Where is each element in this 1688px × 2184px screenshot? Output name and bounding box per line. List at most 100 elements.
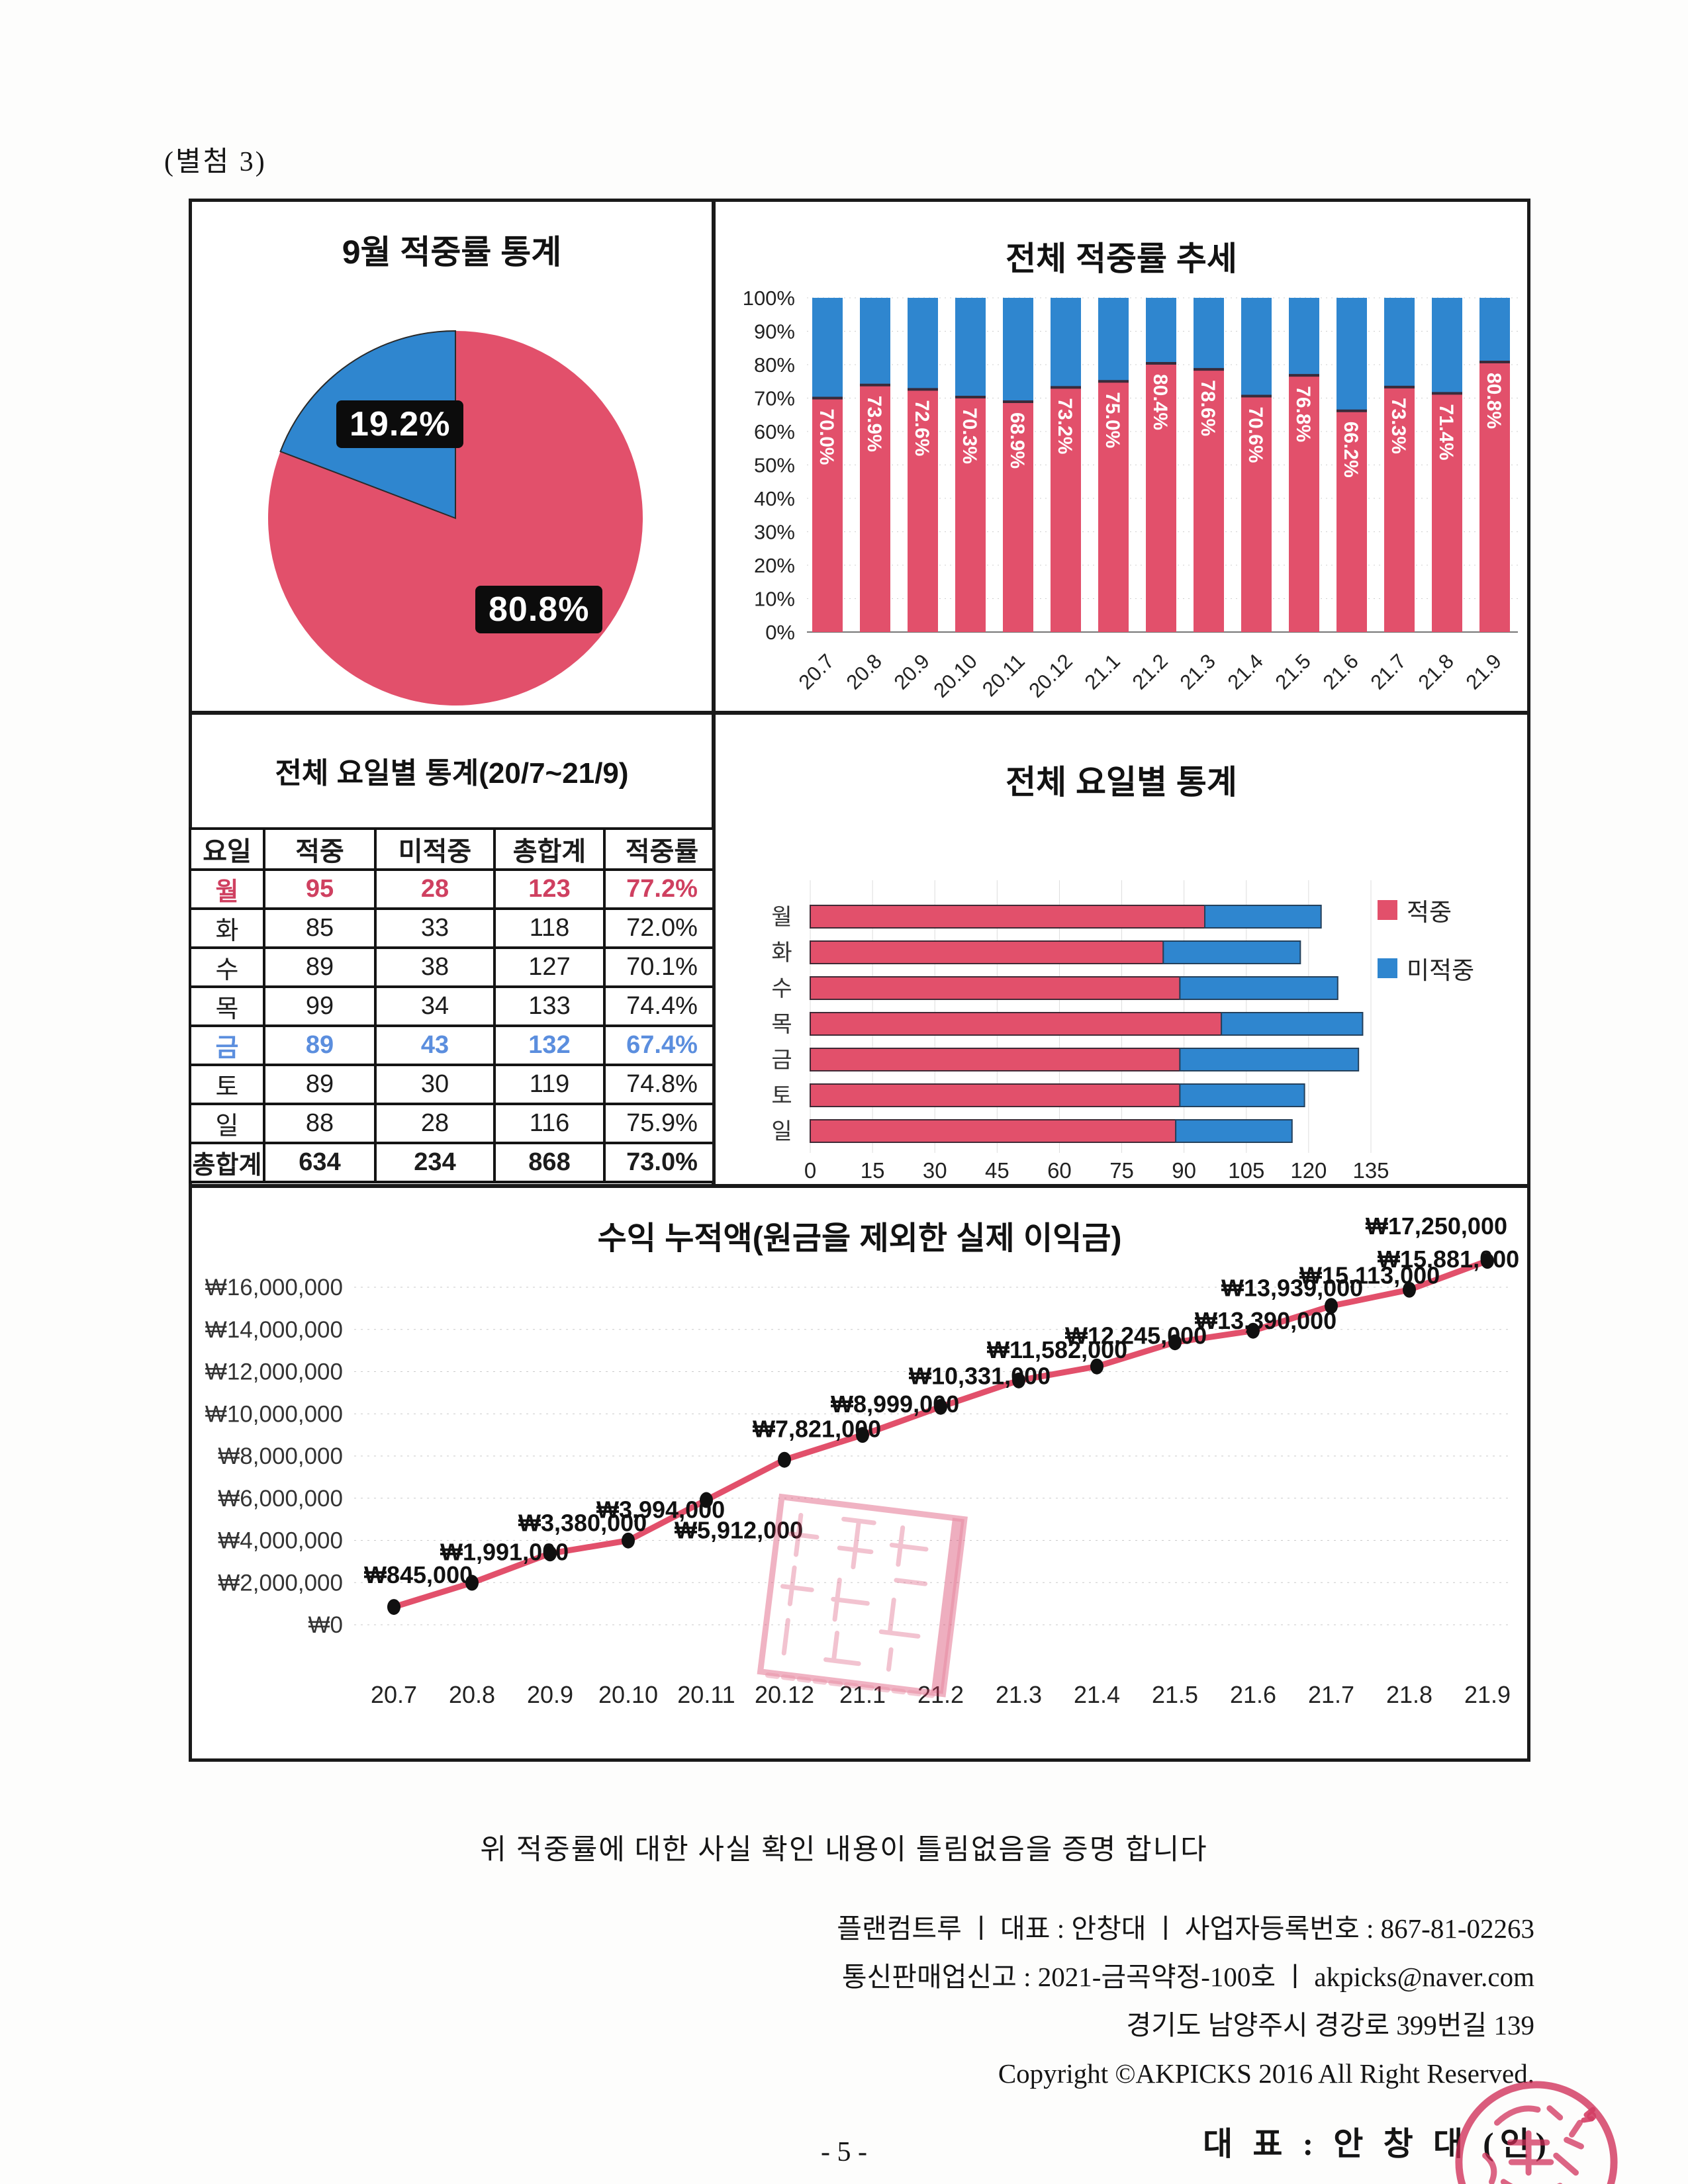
line-x-tick: 21.2 bbox=[917, 1681, 964, 1708]
table-cell: 127 bbox=[493, 946, 606, 988]
daybar-x-tick: 15 bbox=[861, 1158, 885, 1183]
trend-bar-miss bbox=[1098, 298, 1129, 382]
table-cell: 116 bbox=[493, 1103, 606, 1144]
day-stats-table-title: 전체 요일별 통계(20/7~21/9) bbox=[275, 757, 629, 790]
trend-bar-label: 73.2% bbox=[1054, 398, 1076, 454]
trend-bar-miss bbox=[1194, 298, 1224, 370]
trend-bar-miss bbox=[955, 298, 986, 397]
trend-bar-miss bbox=[1051, 298, 1081, 388]
trend-x-tick: 21.7 bbox=[1366, 649, 1411, 694]
table-cell: 28 bbox=[374, 868, 496, 910]
daybar-x-tick: 0 bbox=[804, 1158, 816, 1183]
line-x-tick: 21.3 bbox=[996, 1681, 1042, 1708]
line-point-label: ₩13,390,000 bbox=[1195, 1307, 1336, 1334]
trend-bar-hit bbox=[1479, 361, 1510, 632]
line-x-tick: 21.5 bbox=[1152, 1681, 1198, 1708]
table-cell: 85 bbox=[263, 907, 377, 949]
line-point-label: ₩17,250,000 bbox=[1366, 1212, 1507, 1240]
line-x-tick: 21.6 bbox=[1230, 1681, 1276, 1708]
line-point-marker bbox=[1246, 1322, 1260, 1339]
trend-bar-label: 73.9% bbox=[863, 396, 885, 452]
trend-y-tick: 10% bbox=[754, 588, 795, 611]
daybar-hit-segment bbox=[810, 1048, 1181, 1071]
daybar-x-tick: 60 bbox=[1047, 1158, 1072, 1183]
pie-slice-label-miss: 19.2% bbox=[336, 400, 464, 448]
table-cell: 43 bbox=[374, 1024, 496, 1066]
daybar-category-label: 토 bbox=[771, 1083, 792, 1109]
trend-bar-hit bbox=[1432, 393, 1462, 632]
daybar-miss-segment bbox=[1162, 940, 1301, 964]
trend-bar-label: 70.0% bbox=[816, 409, 837, 465]
trend-y-tick: 90% bbox=[754, 320, 795, 343]
trend-bar-label: 72.6% bbox=[911, 400, 933, 456]
line-y-tick: ₩2,000,000 bbox=[218, 1570, 343, 1596]
legend-label-hit: 적중 bbox=[1407, 899, 1452, 926]
page-number: - 5 - bbox=[821, 2137, 867, 2167]
line-point-marker bbox=[700, 1492, 713, 1508]
trend-bar-hit bbox=[908, 389, 938, 632]
table-row: 금 89 43 132 67.4% bbox=[189, 1024, 721, 1066]
trend-y-tick: 70% bbox=[754, 387, 795, 410]
trend-bar-label: 68.9% bbox=[1006, 412, 1028, 469]
trend-bar-miss bbox=[1146, 298, 1176, 363]
trend-bar-hit bbox=[955, 396, 986, 632]
trend-bar-miss bbox=[1384, 298, 1415, 387]
table-cell: 119 bbox=[493, 1064, 606, 1105]
trend-bar-miss bbox=[812, 298, 843, 398]
table-cell: 수 bbox=[189, 946, 265, 988]
line-point-label: ₩5,912,000 bbox=[675, 1517, 803, 1544]
square-company-seal-stamp bbox=[757, 1493, 968, 1698]
day-bar-chart-title: 전체 요일별 통계 bbox=[1006, 764, 1237, 801]
line-point-label: ₩13,939,000 bbox=[1221, 1275, 1363, 1302]
line-x-tick: 20.10 bbox=[598, 1681, 658, 1708]
daybar-category-label: 목 bbox=[771, 1012, 792, 1037]
table-cell: 73.0% bbox=[603, 1142, 721, 1183]
line-point-marker bbox=[465, 1574, 479, 1591]
table-cell: 금 bbox=[189, 1024, 265, 1066]
company-info-block: 플랜컴트루 ㅣ 대표 : 안창대 ㅣ 사업자등록번호 : 867-81-0226… bbox=[837, 1905, 1534, 2098]
daybar-hit-segment bbox=[810, 1012, 1223, 1036]
trend-y-tick: 40% bbox=[754, 487, 795, 510]
legend-item-hit: 적중 bbox=[1378, 892, 1474, 928]
line-point-marker bbox=[543, 1545, 557, 1562]
table-cell: 95 bbox=[263, 868, 377, 910]
line-y-tick: ₩10,000,000 bbox=[205, 1401, 343, 1427]
daybar-x-tick: 90 bbox=[1172, 1158, 1196, 1183]
line-point-marker bbox=[1090, 1358, 1103, 1375]
trend-bar-hit bbox=[1336, 410, 1367, 632]
line-x-tick: 20.9 bbox=[527, 1681, 573, 1708]
table-cell: 89 bbox=[263, 946, 377, 988]
table-cell: 월 bbox=[189, 868, 265, 910]
daybar-category-label: 화 bbox=[771, 940, 792, 966]
pie-chart bbox=[268, 330, 643, 705]
trend-bar-miss bbox=[1289, 298, 1319, 376]
daybar-x-tick: 120 bbox=[1290, 1158, 1327, 1183]
pie-chart-panel: 9월 적중률 통계 19.2% 80.8% bbox=[189, 199, 715, 714]
attachment-label: (별첨 3) bbox=[164, 147, 267, 177]
profit-line-chart-panel: 수익 누적액(원금을 제외한 실제 이익금) ₩0 ₩2,000,000 ₩4,00… bbox=[189, 1185, 1530, 1762]
trend-bar-hit bbox=[860, 385, 890, 632]
day-stats-table: 요일 적중 미적중 총합계 적중률 월 95 28 123 77.2% 화 85 33 118 72.0% 수… bbox=[189, 827, 721, 1183]
trend-x-tick: 20.8 bbox=[842, 649, 886, 694]
profit-line-chart: ₩0 ₩2,000,000 ₩4,000,000 ₩6,000,000 ₩8,000,0… bbox=[205, 1212, 1519, 1708]
table-row: 총합계 634 234 868 73.0% bbox=[189, 1142, 721, 1183]
daybar-category-label: 금 bbox=[771, 1048, 792, 1073]
trend-bar-label: 70.6% bbox=[1244, 406, 1266, 463]
pie-slice-label-hit: 80.8% bbox=[475, 586, 603, 633]
table-cell: 123 bbox=[493, 868, 606, 910]
daybar-hit-segment bbox=[810, 976, 1181, 1000]
trend-y-tick: 0% bbox=[765, 621, 795, 644]
table-cell: 77.2% bbox=[603, 868, 721, 910]
trend-bar-hit bbox=[812, 398, 843, 632]
table-cell: 33 bbox=[374, 907, 496, 949]
line-point-marker bbox=[856, 1427, 869, 1443]
table-cell: 74.8% bbox=[603, 1064, 721, 1105]
table-cell: 화 bbox=[189, 907, 265, 949]
table-cell: 토 bbox=[189, 1064, 265, 1105]
daybar-hit-segment bbox=[810, 1083, 1181, 1107]
trend-bar-hit bbox=[1289, 375, 1319, 632]
trend-bar-label: 66.2% bbox=[1340, 422, 1362, 478]
line-point-marker bbox=[934, 1398, 947, 1415]
